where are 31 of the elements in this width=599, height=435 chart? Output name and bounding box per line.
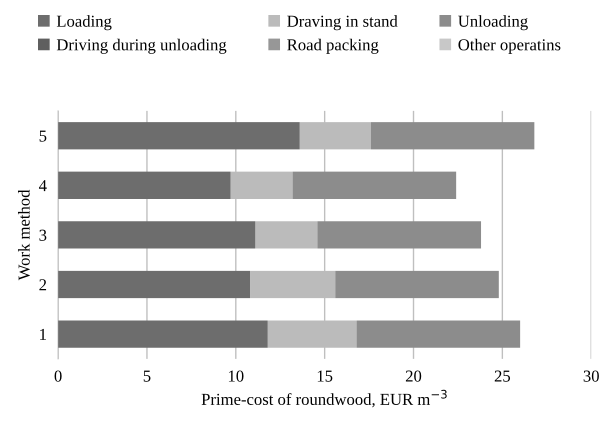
legend-label: Draving in stand: [287, 15, 398, 30]
x-tick-label: 25: [494, 370, 510, 382]
y-tick-label: 2: [39, 279, 46, 290]
bar: [255, 221, 318, 249]
x-tick-label: 30: [584, 370, 599, 382]
bar: [335, 270, 499, 298]
bar: [370, 122, 534, 150]
x-tick-label: 15: [318, 370, 332, 382]
y-tick-label: 5: [40, 130, 46, 142]
bar: [292, 172, 456, 199]
x-tick-label: 20: [406, 370, 422, 382]
y-tick-label: 4: [38, 180, 47, 192]
x-tick-label: 10: [228, 370, 244, 382]
bar: [318, 221, 482, 249]
x-tick-label: 5: [144, 370, 150, 382]
bar: [58, 320, 268, 348]
x-tick-label: 0: [54, 370, 62, 382]
bar: [58, 122, 300, 150]
y-tick-label: 3: [39, 230, 46, 241]
legend-label: Loading: [56, 15, 112, 30]
legend-label: Driving during unloading: [56, 38, 226, 54]
bar: [58, 270, 250, 298]
legend-label: Unloading: [458, 15, 528, 30]
bar: [58, 172, 230, 199]
y-axis-title: Work method: [18, 190, 30, 280]
y-tick-label: 1: [40, 328, 46, 340]
x-axis-title: Prime-cost of roundwood, EUR m$^{−3}$: [202, 390, 447, 408]
legend-label: Road packing: [287, 38, 378, 54]
bar: [356, 320, 520, 348]
legend-label: Other operatins: [458, 38, 560, 54]
bar: [58, 221, 256, 249]
